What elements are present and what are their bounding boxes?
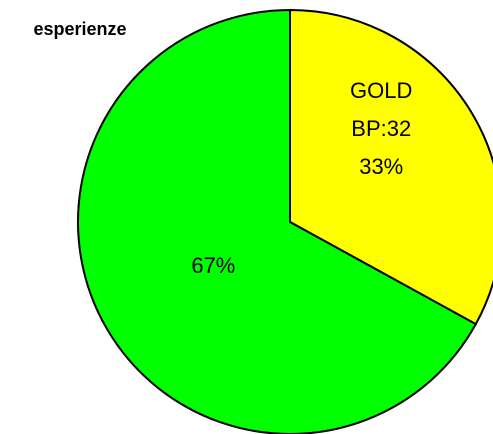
slice-label: 67%	[191, 253, 235, 278]
slice-label: GOLD	[350, 78, 412, 103]
slice-label: BP:32	[351, 116, 411, 141]
chart-title: esperienze	[33, 19, 126, 39]
pie-slice	[289, 8, 493, 326]
slice-label: 33%	[359, 154, 403, 179]
pie-slice	[77, 8, 478, 434]
